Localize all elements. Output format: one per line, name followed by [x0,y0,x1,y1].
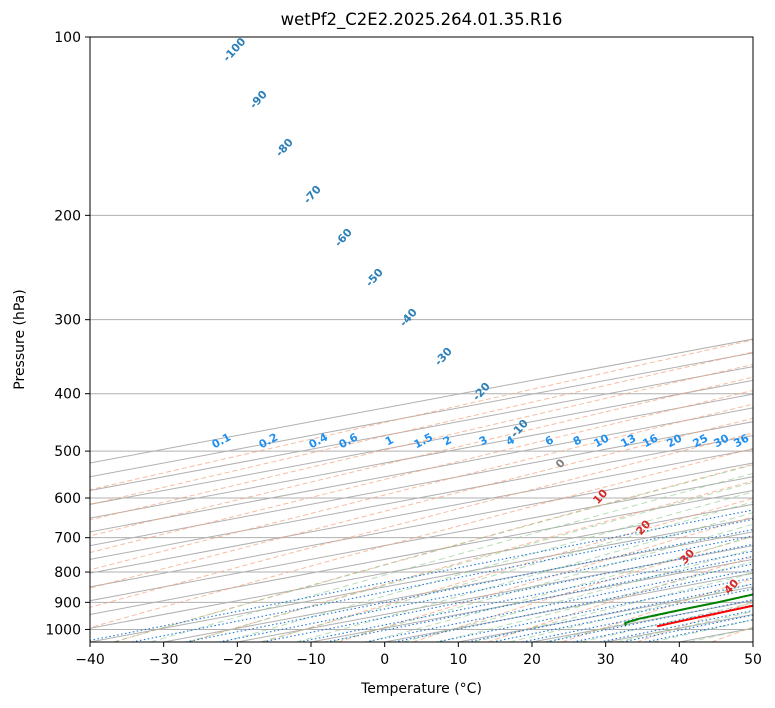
mixing-ratio-label: 36 [732,431,752,450]
moist-adiabat-line [331,523,753,642]
y-axis-label: Pressure (hPa) [12,289,28,389]
dry-adiabat-line [90,403,753,571]
mixing-ratio-line [185,529,753,642]
y-tick-label: 700 [54,531,81,547]
moist-adiabat-line [187,481,753,642]
x-tick-label: 40 [670,652,688,668]
y-tick-label: 100 [54,30,81,46]
mixing-ratio-line [131,518,753,642]
plot-frame [89,36,754,643]
mixing-ratio-line [572,604,753,642]
moist-adiabat-line [113,464,753,642]
isotherm-line [90,490,753,615]
isotherm-line [90,448,753,574]
mixing-ratio-label: 30 [712,431,732,450]
y-tick-label: 900 [54,595,81,611]
moist-adiabat-line [223,491,753,642]
mixing-ratio-label: 10 [592,431,612,450]
isotherm-line [90,434,753,560]
isotherm-line [90,421,753,547]
x-tick-label: 0 [380,652,389,668]
dry-adiabat-line [90,417,753,589]
x-tick-label: 20 [523,652,541,668]
mixing-ratio-label: 13 [619,432,639,451]
mixing-ratio-line [218,535,753,642]
mixing-ratio-label: 16 [641,431,661,450]
isotherm-line [90,517,753,642]
mixing-ratio-line [546,599,753,642]
mixing-ratio-line [325,555,753,642]
x-tick-label: 50 [744,652,762,668]
mixing-ratio-line [262,543,753,642]
x-tick-label: −40 [75,652,105,668]
isotherm-line [90,462,753,588]
dry-adiabat-line [90,447,753,629]
mixing-ratio-line [622,614,753,642]
y-tick-label: 800 [54,565,81,581]
y-tick-label: 500 [54,444,81,460]
x-tick-label: −30 [149,652,179,668]
mixing-ratio-line [90,509,753,641]
y-tick-label: 1000 [45,622,81,638]
isotherm-line [90,338,753,464]
mixing-ratio-label: 20 [665,431,685,450]
dry-adiabat-line [90,389,753,554]
moist-adiabat-line [367,536,753,642]
x-axis-label: Temperature (°C) [360,681,482,697]
moist-adiabat-line [150,472,753,642]
isotherm-line [90,503,753,629]
x-tick-label: −10 [296,652,326,668]
x-tick-label: 10 [449,652,467,668]
mixing-ratio-line [599,609,753,642]
moist-adiabat-line [509,583,753,642]
y-tick-label: 600 [54,491,81,507]
x-tick-label: 30 [597,652,615,668]
dry-adiabat-line [90,351,753,506]
mixing-ratio-label: 25 [691,432,711,451]
isotherm-line [163,531,753,642]
x-tick-label: −20 [223,652,253,668]
dry-adiabat-line [412,535,753,642]
y-tick-label: 200 [54,208,81,224]
isotherm-line [90,476,753,602]
dry-adiabat-line [90,376,753,537]
chart-title: wetPf2_C2E2.2025.264.01.35.R16 [281,10,563,30]
moist-adiabat-line [438,561,753,642]
dry-adiabat-line [188,480,753,642]
dry-adiabat-line [263,497,753,642]
y-tick-label: 300 [54,313,81,329]
y-tick-label: 400 [54,387,81,403]
